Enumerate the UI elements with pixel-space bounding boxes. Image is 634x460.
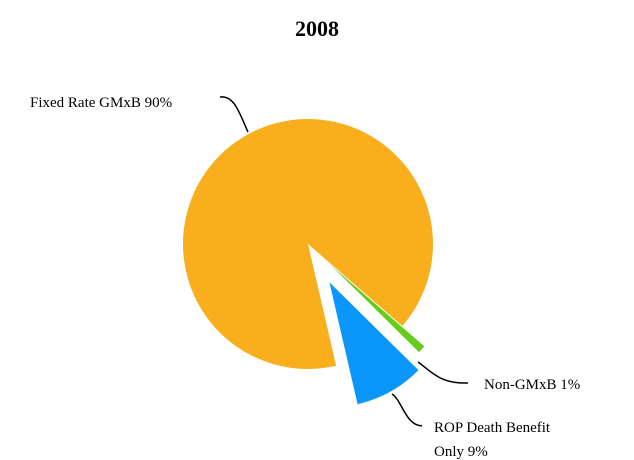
slice-label-name: Fixed Rate GMxB <box>30 95 141 111</box>
pie-slice <box>183 119 434 369</box>
slice-label-name: ROP Death Benefit Only <box>434 420 551 460</box>
chart-title: 2008 <box>295 16 339 41</box>
slice-label-name: Non-GMxB <box>484 377 557 393</box>
slice-label: Fixed Rate GMxB 90% <box>30 91 230 115</box>
slice-label-value: 1% <box>560 377 581 393</box>
slice-label-value: 9% <box>467 444 488 460</box>
leader-line <box>391 393 423 427</box>
leader-line <box>219 96 249 133</box>
slice-label-value: 90% <box>144 95 173 111</box>
pie-slice <box>330 264 425 353</box>
slice-label: ROP Death Benefit Only 9% <box>434 416 574 460</box>
leader-line <box>417 361 469 384</box>
slice-label: Non-GMxB 1% <box>484 373 624 397</box>
pie-slice <box>329 282 419 405</box>
